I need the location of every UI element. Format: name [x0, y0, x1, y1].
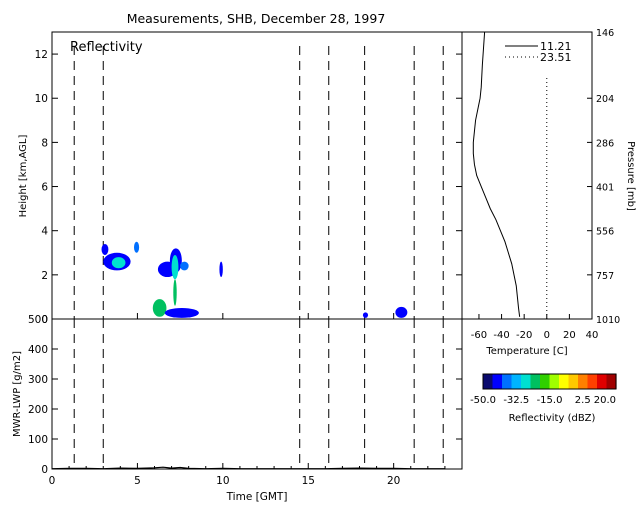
temperature-tick-label-0: 0 [544, 330, 550, 341]
lwp-tick-label-300: 300 [28, 374, 48, 386]
colorbar-swatch-12 [597, 374, 608, 389]
colorbar-frame [482, 373, 617, 390]
temperature-tick-label--20: -20 [516, 330, 532, 341]
time-tick-label-0: 0 [49, 475, 56, 487]
lwp-tick-label-200: 200 [28, 404, 48, 416]
colorbar: -50.0 -32.5 -15.0 2.5 20.0 Reflectivity (dBZ… [470, 373, 617, 424]
time-tick-label-10: 10 [216, 475, 229, 487]
pressure-tick-label-4: 286 [596, 138, 614, 149]
height-tick-label-10: 10 [35, 93, 48, 105]
lwp-tick-label-400: 400 [28, 344, 48, 356]
colorbar-tick-label-1: -32.5 [503, 395, 529, 406]
time-axis-title: Time [GMT] [226, 491, 288, 503]
time-tick-label-15: 15 [302, 475, 315, 487]
reflectivity-echo-12 [362, 312, 369, 318]
lwp-series-line [51, 466, 445, 470]
height-tick-label-4: 4 [41, 226, 48, 238]
pressure-tick-label-5: 204 [596, 94, 614, 105]
colorbar-tick-label-4: 20.0 [594, 395, 616, 406]
colorbar-tick-labels: -50.0 -32.5 -15.0 2.5 20.0 [470, 395, 616, 406]
colorbar-swatches [483, 374, 617, 389]
profile-axes: -60 -40 -20 0 20 40 1010 757 556 401 286 204 146 [471, 28, 620, 341]
temperature-tick-label--40: -40 [493, 330, 509, 341]
reflectivity-y-axis: 0 2 4 6 8 10 12 [35, 49, 462, 326]
time-tick-label-20: 20 [387, 475, 400, 487]
profile-plot-frame [461, 31, 593, 320]
pressure-tick-label-2: 556 [596, 227, 614, 238]
colorbar-swatch-6 [540, 374, 551, 389]
reflectivity-panel-label: Reflectivity [70, 40, 143, 55]
temperature-tick-label-20: 20 [563, 330, 576, 341]
lwp-y-axis-title: MWR-LWP [g/m2] [12, 351, 23, 437]
reflectivity-echo-3 [134, 241, 140, 253]
temperature-tick-label--60: -60 [471, 330, 487, 341]
colorbar-swatch-8 [559, 374, 570, 389]
colorbar-swatch-0 [483, 374, 494, 389]
lwp-plot-frame [51, 318, 463, 470]
reflectivity-echo-0 [101, 243, 109, 255]
reflectivity-dashed-lines [73, 46, 444, 319]
colorbar-tick-label-2: -15.0 [537, 395, 563, 406]
colorbar-swatch-1 [492, 374, 503, 389]
colorbar-swatch-7 [549, 374, 560, 389]
height-tick-label-6: 6 [41, 182, 48, 194]
reflectivity-y-axis-title: Height [km,AGL] [18, 135, 29, 218]
lwp-tick-label-100: 100 [28, 434, 48, 446]
lwp-tick-label-0: 0 [41, 464, 48, 476]
reflectivity-echo-7 [173, 279, 177, 306]
reflectivity-echo-6 [171, 254, 179, 280]
colorbar-swatch-13 [606, 374, 617, 389]
legend-label-11-21: 11.21 [540, 40, 572, 53]
temperature-axis-title: Temperature [C] [485, 346, 567, 357]
height-tick-label-8: 8 [41, 137, 48, 149]
time-tick-label-5: 5 [134, 475, 141, 487]
pressure-tick-label-3: 401 [596, 183, 614, 194]
pressure-tick-label-6: 146 [596, 28, 614, 39]
colorbar-swatch-4 [521, 374, 532, 389]
pressure-tick-label-0: 1010 [596, 315, 620, 326]
profile-legend: 11.21 23.51 [505, 40, 572, 64]
colorbar-swatch-9 [568, 374, 579, 389]
colorbar-swatch-3 [511, 374, 522, 389]
profile-series-11-21 [472, 31, 521, 317]
legend-label-23-51: 23.51 [540, 51, 572, 64]
reflectivity-echo-2 [111, 257, 126, 269]
reflectivity-plot-frame [51, 31, 463, 320]
colorbar-tick-label-3: 2.5 [575, 395, 591, 406]
reflectivity-panel: Reflectivity 0 2 4 6 8 10 12 Height [km,AGL] [18, 31, 463, 326]
height-tick-label-2: 2 [41, 270, 48, 282]
figure-title: Measurements, SHB, December 28, 1997 [127, 11, 386, 26]
colorbar-swatch-11 [587, 374, 598, 389]
reflectivity-echo-10 [152, 299, 167, 317]
temperature-profile-panel: -60 -40 -20 0 20 40 1010 757 556 401 286 204 146 11.… [461, 28, 636, 357]
reflectivity-echo-9 [219, 261, 223, 278]
lwp-tick-label-500: 500 [28, 314, 48, 326]
reflectivity-echo-11 [164, 307, 199, 318]
height-tick-label-12: 12 [35, 49, 48, 61]
colorbar-swatch-2 [502, 374, 513, 389]
colorbar-swatch-10 [578, 374, 589, 389]
temperature-tick-label-40: 40 [586, 330, 599, 341]
colorbar-swatch-5 [530, 374, 541, 389]
reflectivity-echo-13 [395, 306, 408, 318]
reflectivity-echo-8 [180, 261, 189, 271]
colorbar-tick-label-0: -50.0 [470, 395, 496, 406]
colorbar-label: Reflectivity (dBZ) [509, 413, 596, 424]
pressure-axis-title: Pressure [mb] [625, 141, 636, 211]
reflectivity-echoes [101, 241, 408, 318]
height-tick-label-0: 0 [41, 314, 48, 326]
pressure-tick-label-1: 757 [596, 271, 614, 282]
lwp-dashed-lines [73, 319, 444, 469]
